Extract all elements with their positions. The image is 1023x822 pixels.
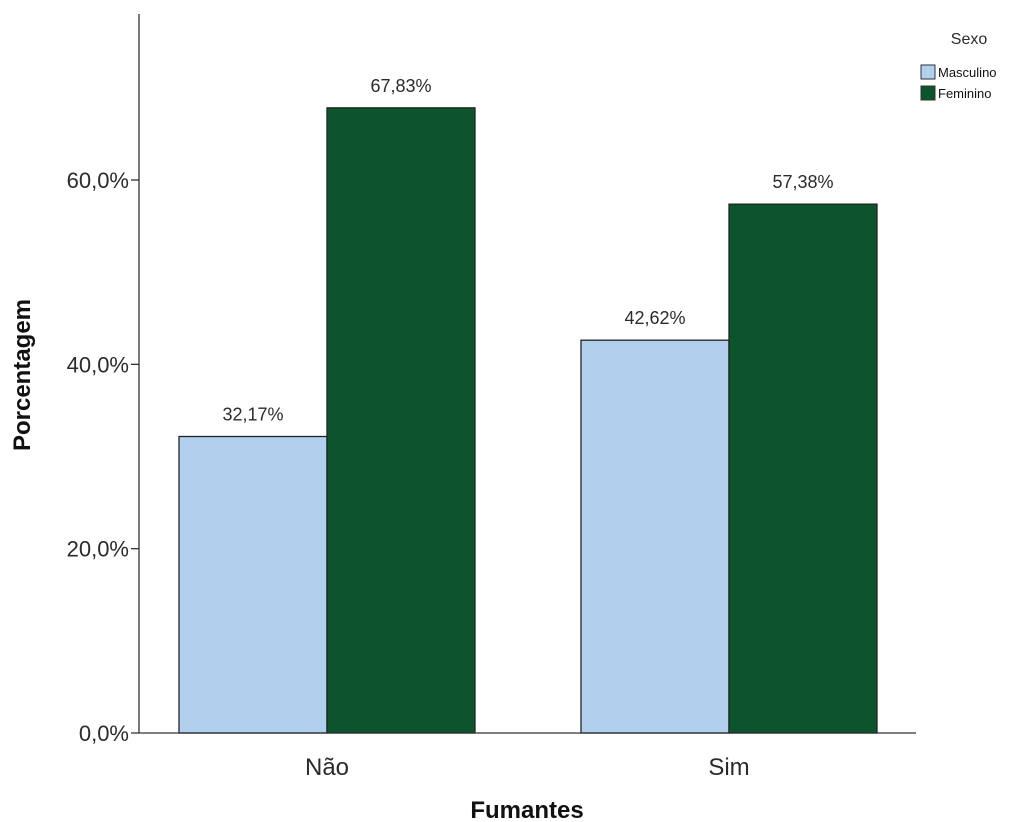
y-tick-label-3: 60,0% <box>67 168 129 193</box>
data-label-masculino-1: 42,62% <box>624 308 685 328</box>
legend-label-masculino: Masculino <box>938 65 997 80</box>
y-tick-label-2: 40,0% <box>67 352 129 377</box>
data-label-feminino-0: 67,83% <box>370 76 431 96</box>
legend-swatch-masculino <box>920 64 936 80</box>
bar-masculino-0 <box>178 435 328 734</box>
legend-label-feminino: Feminino <box>938 86 991 101</box>
data-label-feminino-1: 57,38% <box>772 172 833 192</box>
y-tick-label-1: 20,0% <box>67 537 129 562</box>
legend-swatch-feminino <box>920 85 936 101</box>
x-axis-title: Fumantes <box>470 797 583 822</box>
y-axis-title: Porcentagem <box>9 299 36 451</box>
x-tick-label-0: Não <box>305 754 349 781</box>
data-labels-layer: 32,17% 67,83% 42,62% 57,38% <box>222 76 833 425</box>
axes-layer: Não Sim 0,0% 20,0% 40,0% 60,0% <box>67 14 916 781</box>
bar-feminino-0 <box>326 107 476 734</box>
y-tick-label-0: 0,0% <box>79 721 129 746</box>
bar-feminino-1 <box>728 203 878 734</box>
bars-layer <box>178 107 878 734</box>
x-tick-label-1: Sim <box>708 754 749 781</box>
legend-title: Sexo <box>951 31 988 48</box>
data-label-masculino-0: 32,17% <box>222 404 283 424</box>
legend: Sexo Masculino Feminino <box>920 31 997 101</box>
bar-masculino-1 <box>580 339 730 734</box>
